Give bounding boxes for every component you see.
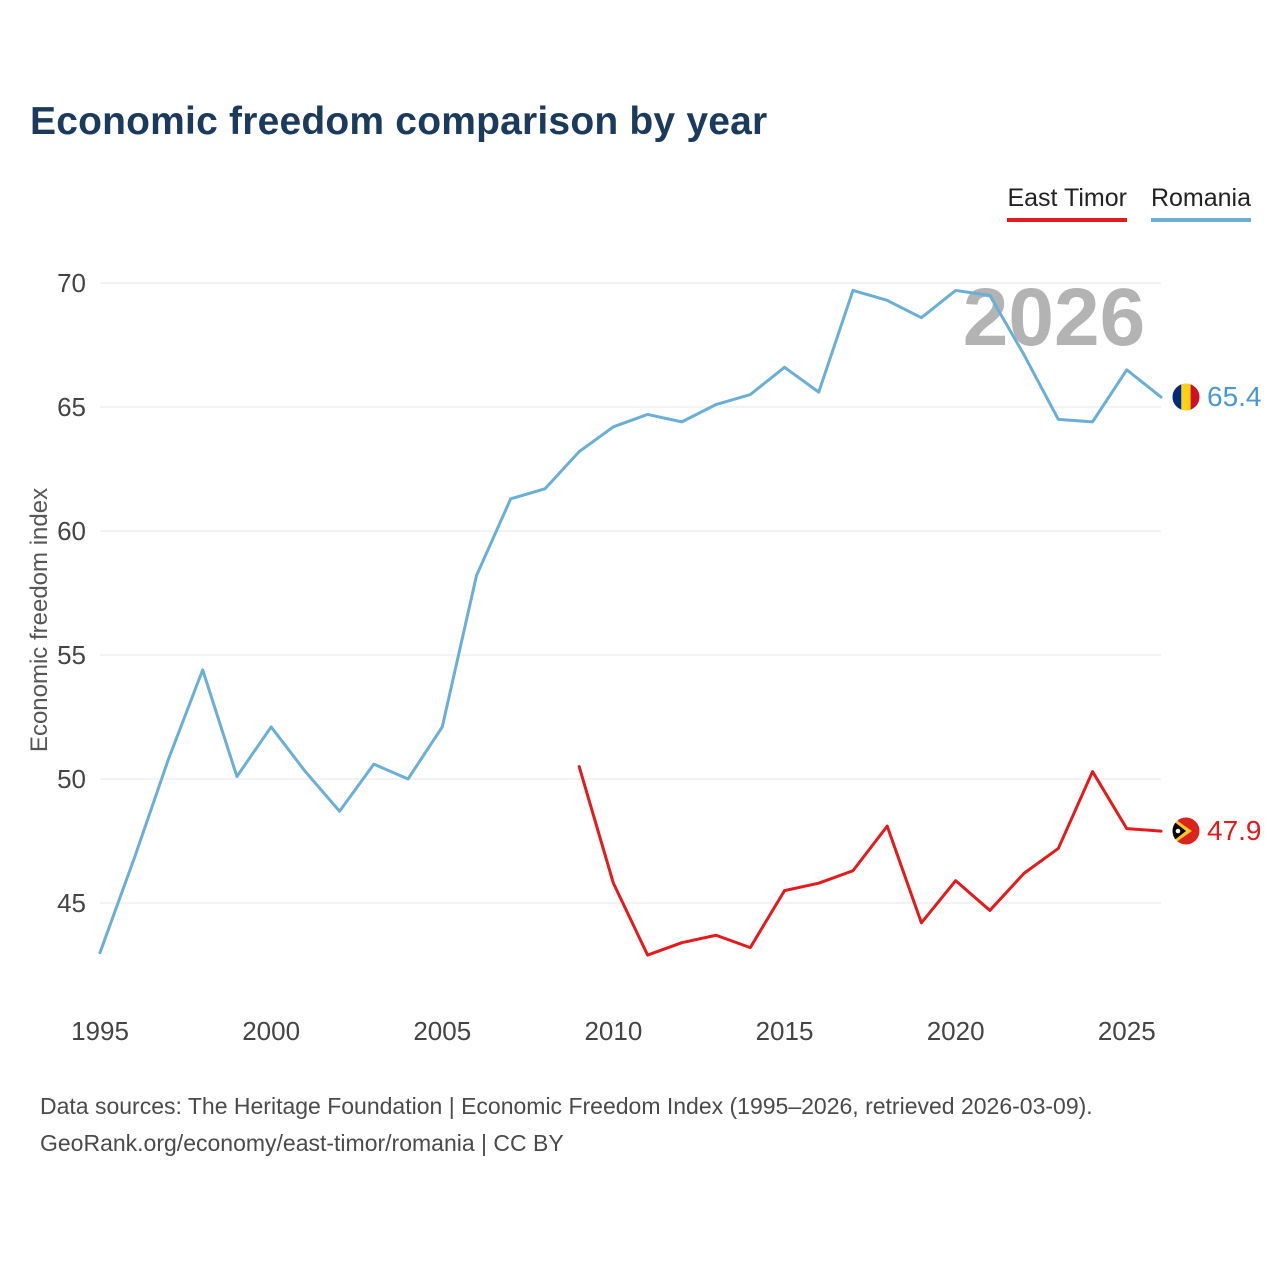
- romania-flag-icon: [1171, 382, 1201, 412]
- footer-line-1: Data sources: The Heritage Foundation | …: [40, 1093, 1093, 1119]
- watermark: 2026: [963, 272, 1145, 363]
- east-timor-end-value: 47.9: [1207, 815, 1262, 846]
- svg-text:2015: 2015: [756, 1016, 814, 1046]
- series-layer: [98, 288, 1163, 957]
- legend-item-romania[interactable]: Romania: [1150, 184, 1251, 222]
- legend-item-east-timor[interactable]: East Timor: [1007, 184, 1127, 222]
- grid-layer: 45 50 55 60 65 70 1995 2000 2005 2010 2015 2020 2025: [57, 268, 1161, 1046]
- svg-text:60: 60: [57, 516, 86, 546]
- footer-line-2: GeoRank.org/economy/east-timor/romania |…: [40, 1130, 564, 1156]
- svg-text:2020: 2020: [927, 1016, 985, 1046]
- svg-text:45: 45: [57, 888, 86, 918]
- svg-text:2000: 2000: [242, 1016, 300, 1046]
- series-line-romania: [98, 288, 1163, 955]
- legend: East Timor Romania: [1007, 184, 1251, 222]
- svg-text:65: 65: [57, 392, 86, 422]
- svg-text:70: 70: [57, 268, 86, 298]
- data-sources-footer: Data sources: The Heritage Foundation | …: [40, 1088, 1093, 1162]
- svg-text:2005: 2005: [413, 1016, 471, 1046]
- series-line-east-timor: [577, 765, 1163, 957]
- romania-end-value: 65.4: [1207, 381, 1262, 412]
- svg-text:2010: 2010: [584, 1016, 642, 1046]
- east-timor-flag-icon: [1171, 816, 1201, 846]
- svg-text:2025: 2025: [1098, 1016, 1156, 1046]
- page-title: Economic freedom comparison by year: [30, 100, 768, 143]
- svg-text:50: 50: [57, 764, 86, 794]
- svg-text:55: 55: [57, 640, 86, 670]
- y-axis-label: Economic freedom index: [26, 488, 53, 752]
- svg-text:1995: 1995: [71, 1016, 129, 1046]
